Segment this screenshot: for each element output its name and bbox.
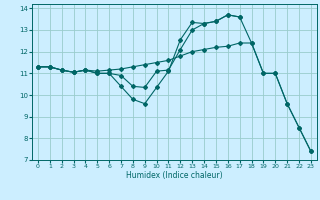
X-axis label: Humidex (Indice chaleur): Humidex (Indice chaleur) bbox=[126, 171, 223, 180]
